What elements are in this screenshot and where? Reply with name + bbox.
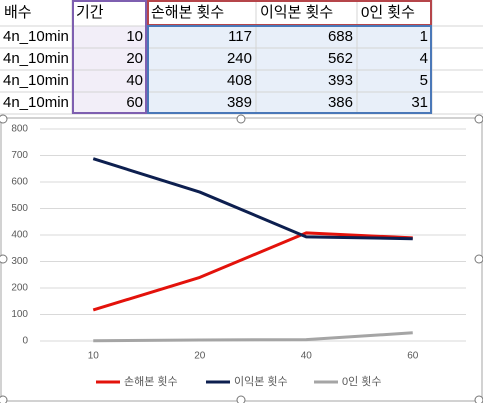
y-tick-label: 800	[11, 124, 28, 135]
handle[interactable]	[0, 114, 8, 124]
chart: 0 100 200 300 400 500 600 700 800 10 20 40 60 손해본 횟수 이…	[0, 117, 483, 402]
header-cell: 0인 횟수	[361, 4, 415, 21]
table-cell: 4	[420, 50, 428, 67]
y-tick-label: 300	[11, 256, 28, 267]
series-line	[93, 331, 413, 343]
table-cell: 1	[420, 28, 428, 45]
handle[interactable]	[474, 254, 483, 264]
x-tick-label: 40	[301, 351, 313, 362]
legend-label: 0인 횟수	[342, 375, 382, 388]
handle[interactable]	[474, 114, 483, 124]
y-tick-label: 0	[22, 336, 28, 347]
table-cell: 688	[328, 28, 353, 45]
table-cell: 4n_10min	[3, 72, 69, 89]
table-cell: 5	[420, 72, 428, 89]
y-tick-label: 700	[11, 150, 28, 161]
range-outline	[147, 25, 432, 114]
header-cell: 기간	[76, 4, 104, 21]
table-cell: 4n_10min	[3, 94, 69, 111]
legend-label: 이익본 횟수	[234, 375, 288, 388]
table-cell: 240	[227, 50, 252, 67]
y-tick-label: 400	[11, 230, 28, 241]
y-tick-label: 500	[11, 203, 28, 214]
table-cell: 389	[227, 94, 252, 111]
range-outline	[72, 0, 147, 114]
handle[interactable]	[474, 395, 483, 403]
y-tick-label: 200	[11, 283, 28, 294]
selection-handles	[0, 114, 483, 403]
header-cell: 배수	[4, 4, 32, 21]
legend-label: 손해본 횟수	[124, 374, 178, 388]
table-cell: 40	[126, 72, 143, 89]
y-tick-label: 100	[11, 309, 28, 320]
table-cell: 117	[228, 28, 252, 45]
table: 배수 기간 손해본 횟수 이익본 횟수 0인 횟수 4n_10min 10 117 688 1 4n…	[0, 0, 483, 115]
handle[interactable]	[236, 114, 246, 124]
handle[interactable]	[236, 395, 246, 403]
table-cell: 562	[328, 50, 353, 67]
table-cell: 20	[126, 50, 143, 67]
header-cell: 손해본 횟수	[151, 4, 224, 21]
series-line	[92, 231, 413, 312]
table-cell: 60	[126, 94, 143, 111]
y-tick-label: 600	[11, 177, 28, 188]
header-cell: 이익본 횟수	[260, 4, 333, 21]
series-line	[92, 157, 413, 241]
table-cell: 4n_10min	[3, 50, 69, 67]
x-tick-label: 60	[407, 351, 419, 362]
handle[interactable]	[0, 254, 8, 264]
table-cell: 10	[126, 28, 143, 45]
table-cell: 408	[227, 72, 252, 89]
table-cell: 386	[328, 94, 353, 111]
table-cell: 31	[411, 94, 428, 111]
x-tick-label: 10	[88, 351, 100, 362]
table-cell: 393	[328, 72, 353, 89]
handle[interactable]	[0, 395, 8, 403]
table-cell: 4n_10min	[3, 28, 69, 45]
x-tick-label: 20	[194, 351, 206, 362]
